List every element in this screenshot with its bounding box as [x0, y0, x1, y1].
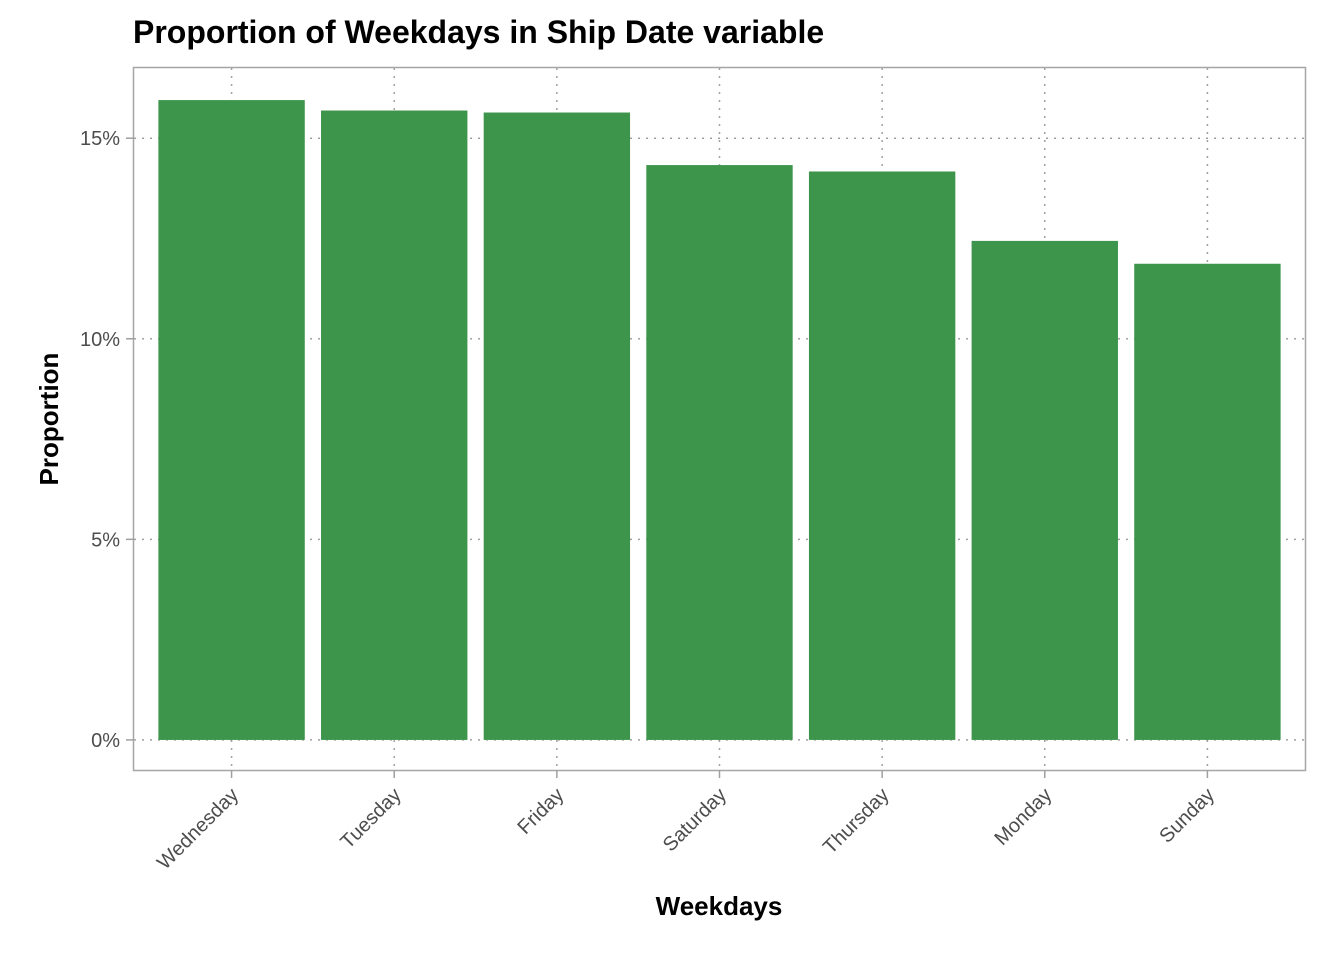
bar-tuesday [321, 110, 468, 740]
bar-friday [483, 112, 631, 740]
x-tick-label: Monday [990, 784, 1056, 850]
bar-sunday [1134, 263, 1281, 740]
chart-title: Proportion of Weekdays in Ship Date vari… [133, 14, 825, 50]
x-tick-label: Wednesday [153, 784, 243, 874]
x-tick-label: Saturday [659, 784, 731, 856]
x-tick-label: Sunday [1155, 784, 1219, 848]
bar-thursday [808, 171, 956, 740]
y-tick-label: 0% [91, 730, 120, 752]
x-tick-label: Tuesday [336, 784, 405, 853]
x-axis-ticks: Wednesday Tuesday Friday Saturday Thursday Mo… [153, 770, 1219, 874]
y-axis-ticks: 0% 5% 10% 15% [80, 128, 134, 752]
x-axis-title: Weekdays [656, 891, 783, 921]
x-tick-label: Thursday [819, 784, 894, 859]
y-tick-label: 10% [80, 329, 120, 351]
y-tick-label: 15% [80, 128, 120, 150]
y-axis-title: Proportion [34, 353, 64, 486]
bar-wednesday [158, 100, 305, 740]
bar-monday [971, 240, 1118, 740]
bar-saturday [646, 165, 793, 740]
bars [158, 100, 1281, 740]
y-tick-label: 5% [91, 529, 120, 551]
x-tick-label: Friday [514, 784, 569, 839]
